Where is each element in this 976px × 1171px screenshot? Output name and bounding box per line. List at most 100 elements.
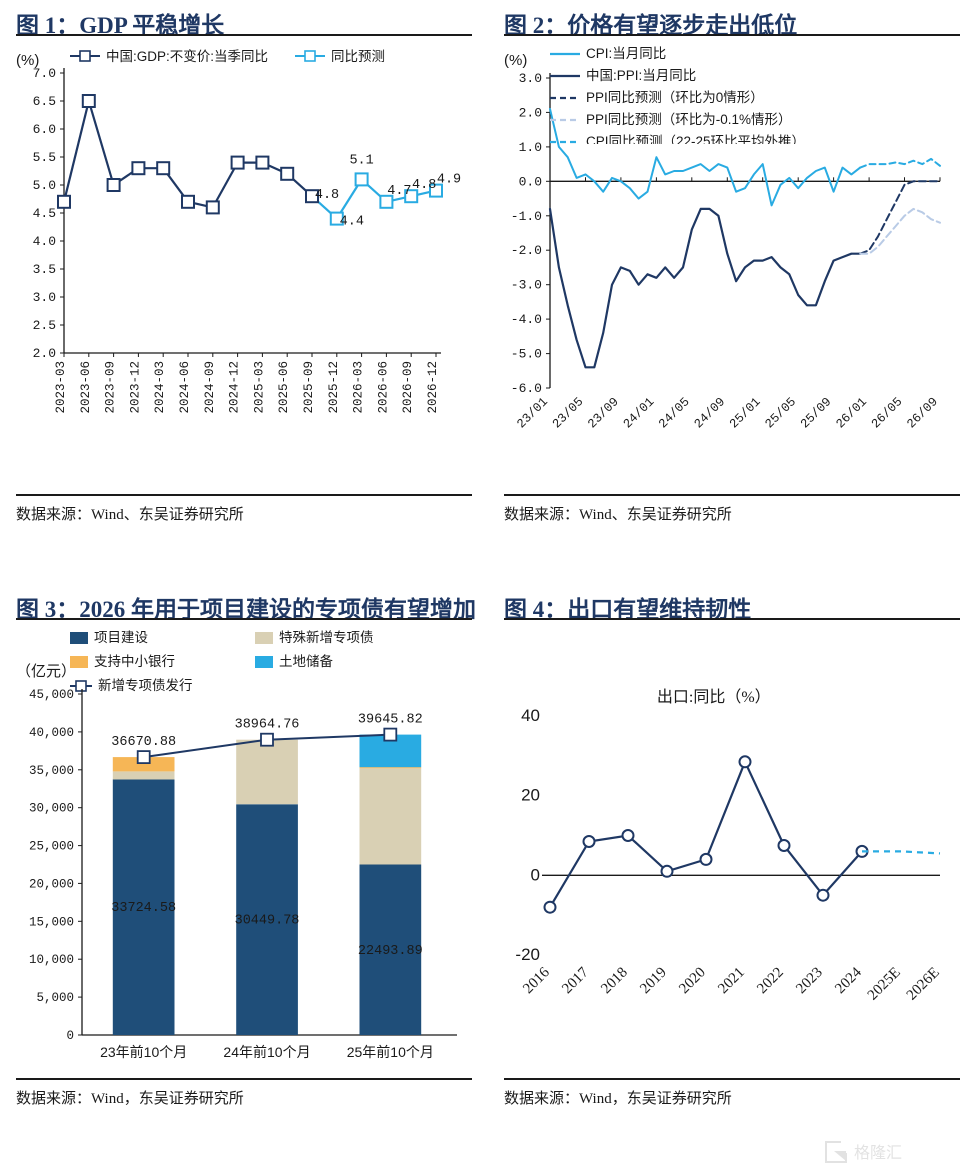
svg-text:格隆汇: 格隆汇 <box>854 1144 902 1162</box>
svg-text:4.5: 4.5 <box>33 206 56 221</box>
svg-text:6.0: 6.0 <box>33 122 56 137</box>
svg-text:2016: 2016 <box>520 964 553 997</box>
svg-text:10,000: 10,000 <box>29 953 74 967</box>
svg-text:2023-06: 2023-06 <box>79 361 93 414</box>
svg-text:5.0: 5.0 <box>33 178 56 193</box>
svg-text:2.0: 2.0 <box>519 105 542 120</box>
svg-text:4.4: 4.4 <box>340 215 364 230</box>
svg-text:1.0: 1.0 <box>519 140 542 155</box>
svg-text:2023-03: 2023-03 <box>54 361 68 414</box>
svg-text:CPI:当月同比: CPI:当月同比 <box>586 46 666 61</box>
svg-text:20,000: 20,000 <box>29 877 74 891</box>
svg-text:20: 20 <box>521 786 540 805</box>
svg-text:2025-12: 2025-12 <box>327 361 341 414</box>
svg-text:PPI同比预测（环比为-0.1%情形）: PPI同比预测（环比为-0.1%情形） <box>586 112 792 127</box>
svg-text:35,000: 35,000 <box>29 764 74 778</box>
svg-text:24/01: 24/01 <box>621 395 657 431</box>
svg-text:-20: -20 <box>515 945 540 964</box>
svg-text:0: 0 <box>531 865 540 884</box>
svg-text:PPI同比预测（环比为0情形）: PPI同比预测（环比为0情形） <box>586 90 764 105</box>
svg-text:-5.0: -5.0 <box>511 347 542 362</box>
svg-text:36670.88: 36670.88 <box>111 735 176 750</box>
svg-text:40,000: 40,000 <box>29 726 74 740</box>
svg-text:0: 0 <box>66 1029 74 1043</box>
svg-text:2023: 2023 <box>793 965 826 998</box>
svg-text:23/09: 23/09 <box>585 395 621 431</box>
svg-text:-6.0: -6.0 <box>511 381 542 396</box>
svg-text:2017: 2017 <box>559 964 592 997</box>
svg-text:2021: 2021 <box>715 965 748 998</box>
svg-text:土地储备: 土地储备 <box>279 653 333 669</box>
svg-text:25/01: 25/01 <box>727 395 763 431</box>
svg-text:30,000: 30,000 <box>29 802 74 816</box>
svg-text:25年前10个月: 25年前10个月 <box>347 1044 434 1060</box>
svg-text:2023-12: 2023-12 <box>128 361 142 414</box>
svg-text:4.7: 4.7 <box>387 184 411 199</box>
svg-text:23/05: 23/05 <box>550 395 586 431</box>
svg-text:4.0: 4.0 <box>33 234 56 249</box>
svg-text:3.0: 3.0 <box>33 290 56 305</box>
svg-text:5.5: 5.5 <box>33 150 56 165</box>
svg-text:22493.89: 22493.89 <box>358 944 423 959</box>
svg-text:支持中小银行: 支持中小银行 <box>94 654 175 669</box>
svg-text:2026-03: 2026-03 <box>352 361 366 414</box>
svg-text:2024-12: 2024-12 <box>228 361 242 414</box>
svg-text:2024-03: 2024-03 <box>153 361 167 414</box>
svg-text:2026E: 2026E <box>904 965 943 1004</box>
svg-text:中国:PPI:当月同比: 中国:PPI:当月同比 <box>586 68 696 83</box>
svg-text:45,000: 45,000 <box>29 688 74 702</box>
svg-text:2018: 2018 <box>598 965 631 998</box>
svg-text:24/09: 24/09 <box>692 395 728 431</box>
svg-text:2024: 2024 <box>832 964 865 997</box>
svg-text:26/09: 26/09 <box>904 395 940 431</box>
svg-text:24年前10个月: 24年前10个月 <box>223 1044 310 1060</box>
svg-text:特殊新增专项债: 特殊新增专项债 <box>279 630 374 645</box>
svg-text:2024-09: 2024-09 <box>203 361 217 414</box>
svg-text:2020: 2020 <box>676 965 709 998</box>
svg-text:2025E: 2025E <box>865 965 904 1004</box>
svg-text:5.1: 5.1 <box>349 153 373 168</box>
svg-text:7.0: 7.0 <box>33 66 56 81</box>
svg-text:30449.78: 30449.78 <box>235 914 300 929</box>
svg-text:2.5: 2.5 <box>33 318 56 333</box>
svg-text:25/09: 25/09 <box>798 395 834 431</box>
svg-text:4.9: 4.9 <box>437 173 461 188</box>
svg-text:2025-06: 2025-06 <box>277 361 291 414</box>
svg-text:0.0: 0.0 <box>519 174 542 189</box>
svg-text:6.5: 6.5 <box>33 94 56 109</box>
svg-text:2025-09: 2025-09 <box>302 361 316 414</box>
svg-text:39645.82: 39645.82 <box>358 713 423 728</box>
svg-text:-1.0: -1.0 <box>511 209 542 224</box>
svg-text:25/05: 25/05 <box>763 395 799 431</box>
svg-text:40: 40 <box>521 706 540 725</box>
svg-text:2025-03: 2025-03 <box>252 361 266 414</box>
svg-text:项目建设: 项目建设 <box>94 630 148 645</box>
svg-text:26/01: 26/01 <box>834 395 870 431</box>
svg-text:24/05: 24/05 <box>656 395 692 431</box>
svg-text:3.5: 3.5 <box>33 262 56 277</box>
svg-text:2026-06: 2026-06 <box>376 361 390 414</box>
svg-text:2024-06: 2024-06 <box>178 361 192 414</box>
svg-text:3.0: 3.0 <box>519 71 542 86</box>
svg-text:2023-09: 2023-09 <box>104 361 118 414</box>
svg-text:33724.58: 33724.58 <box>111 901 176 916</box>
svg-text:15,000: 15,000 <box>29 915 74 929</box>
svg-text:2019: 2019 <box>637 965 670 998</box>
svg-text:中国:GDP:不变价:当季同比: 中国:GDP:不变价:当季同比 <box>106 49 268 64</box>
svg-text:38964.76: 38964.76 <box>235 718 300 733</box>
svg-text:2026-12: 2026-12 <box>426 361 440 414</box>
svg-text:23年前10个月: 23年前10个月 <box>100 1044 187 1060</box>
svg-text:23/01: 23/01 <box>514 395 550 431</box>
svg-text:2026-09: 2026-09 <box>401 361 415 414</box>
svg-text:4.8: 4.8 <box>412 178 436 193</box>
svg-text:-3.0: -3.0 <box>511 278 542 293</box>
svg-text:-4.0: -4.0 <box>511 312 542 327</box>
svg-text:5,000: 5,000 <box>36 991 74 1005</box>
svg-text:2.0: 2.0 <box>33 346 56 361</box>
svg-text:CPI同比预测（22-25环比平均外推）: CPI同比预测（22-25环比平均外推） <box>586 134 805 144</box>
svg-text:4.8: 4.8 <box>315 188 339 203</box>
svg-text:-2.0: -2.0 <box>511 243 542 258</box>
svg-text:同比预测: 同比预测 <box>331 49 385 64</box>
svg-text:出口:同比（%）: 出口:同比（%） <box>657 688 771 706</box>
svg-text:25,000: 25,000 <box>29 840 74 854</box>
